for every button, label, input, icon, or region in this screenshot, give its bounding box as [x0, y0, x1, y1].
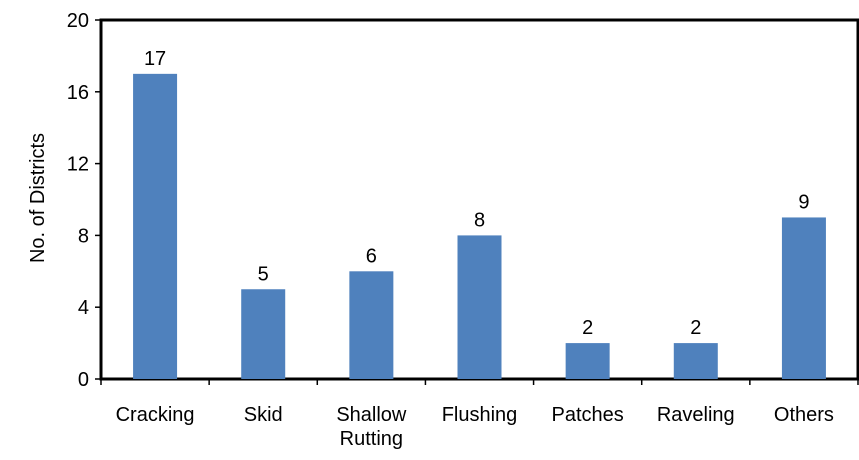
x-axis-ticks: Cracking Skid Shallow Rutting Flushing Patche…: [100, 379, 859, 450]
y-tick-label: 12: [67, 154, 89, 176]
labels-group: 17 5 6 8 2 2 9: [144, 48, 810, 339]
y-axis-ticks: 0 4 8 12 16 20: [67, 10, 101, 391]
y-tick-label: 8: [78, 225, 89, 247]
data-label: 17: [144, 48, 166, 70]
bar: [565, 343, 610, 379]
x-tick-label: Patches: [552, 404, 624, 426]
x-tick-label: Cracking: [116, 404, 195, 426]
x-tick-label: Others: [774, 404, 834, 426]
x-tick-label: Raveling: [657, 404, 735, 426]
data-label: 2: [690, 317, 701, 339]
bar: [241, 289, 286, 379]
bar: [673, 343, 718, 379]
y-tick-label: 16: [67, 82, 89, 104]
data-label: 9: [798, 191, 809, 213]
bar: [457, 235, 502, 379]
bar: [349, 271, 394, 379]
y-tick-label: 0: [78, 369, 89, 391]
data-label: 2: [582, 317, 593, 339]
data-label: 8: [474, 209, 485, 231]
bar: [133, 73, 178, 379]
bar: [781, 217, 826, 379]
x-tick-label: Shallow Rutting: [336, 404, 407, 450]
y-axis-title: No. of Districts: [27, 133, 49, 263]
data-label: 6: [366, 245, 377, 267]
bars-group: [133, 73, 826, 379]
data-label: 5: [258, 263, 269, 285]
y-tick-label: 4: [78, 297, 89, 319]
x-tick-label: Skid: [244, 404, 283, 426]
y-tick-label: 20: [67, 10, 89, 32]
x-tick-label: Flushing: [442, 404, 518, 426]
